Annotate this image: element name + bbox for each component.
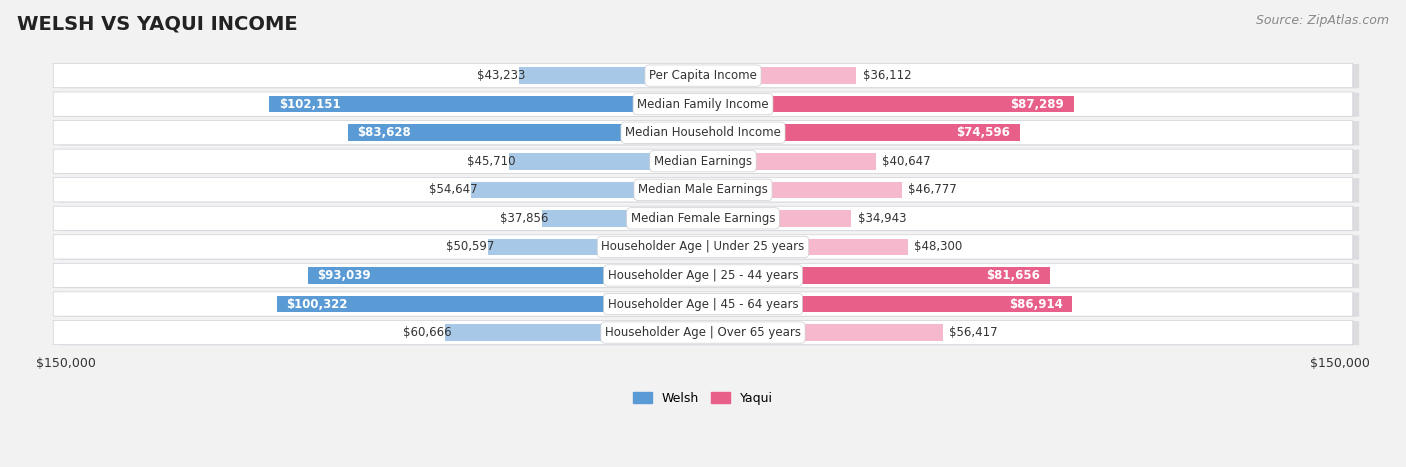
Text: Householder Age | 25 - 44 years: Householder Age | 25 - 44 years <box>607 269 799 282</box>
FancyBboxPatch shape <box>53 235 1353 259</box>
Text: $37,856: $37,856 <box>501 212 548 225</box>
Bar <box>277 296 703 312</box>
FancyBboxPatch shape <box>59 207 1360 231</box>
Text: $83,628: $83,628 <box>357 126 411 139</box>
Bar <box>308 267 703 284</box>
FancyBboxPatch shape <box>53 320 1353 345</box>
FancyBboxPatch shape <box>53 64 1353 88</box>
Text: Median Male Earnings: Median Male Earnings <box>638 184 768 196</box>
FancyBboxPatch shape <box>53 149 1353 173</box>
Text: $87,289: $87,289 <box>1011 98 1064 111</box>
Bar <box>703 124 1019 141</box>
Bar <box>509 153 703 170</box>
Legend: Welsh, Yaqui: Welsh, Yaqui <box>628 387 778 410</box>
Text: $46,777: $46,777 <box>908 184 956 196</box>
Bar <box>703 210 852 226</box>
Text: Median Household Income: Median Household Income <box>626 126 780 139</box>
FancyBboxPatch shape <box>53 177 1353 202</box>
Text: $45,710: $45,710 <box>467 155 515 168</box>
FancyBboxPatch shape <box>59 321 1360 345</box>
FancyBboxPatch shape <box>59 292 1360 317</box>
Text: Median Earnings: Median Earnings <box>654 155 752 168</box>
FancyBboxPatch shape <box>53 206 1353 231</box>
Text: $81,656: $81,656 <box>987 269 1040 282</box>
Text: Householder Age | Over 65 years: Householder Age | Over 65 years <box>605 326 801 339</box>
FancyBboxPatch shape <box>59 150 1360 174</box>
Bar <box>269 96 703 113</box>
FancyBboxPatch shape <box>59 121 1360 145</box>
FancyBboxPatch shape <box>59 264 1360 288</box>
Bar <box>703 96 1074 113</box>
Bar <box>347 124 703 141</box>
Text: Householder Age | 45 - 64 years: Householder Age | 45 - 64 years <box>607 297 799 311</box>
Bar <box>519 67 703 84</box>
Text: WELSH VS YAQUI INCOME: WELSH VS YAQUI INCOME <box>17 14 298 33</box>
FancyBboxPatch shape <box>53 120 1353 145</box>
Text: $48,300: $48,300 <box>914 241 963 254</box>
Bar <box>703 267 1050 284</box>
Text: $54,647: $54,647 <box>429 184 477 196</box>
Text: $100,322: $100,322 <box>287 297 349 311</box>
Bar <box>703 324 942 341</box>
Text: Median Female Earnings: Median Female Earnings <box>631 212 775 225</box>
Text: $50,597: $50,597 <box>446 241 495 254</box>
Bar <box>446 324 703 341</box>
FancyBboxPatch shape <box>53 263 1353 288</box>
FancyBboxPatch shape <box>59 235 1360 260</box>
Text: Source: ZipAtlas.com: Source: ZipAtlas.com <box>1256 14 1389 27</box>
Text: $102,151: $102,151 <box>278 98 340 111</box>
Text: $56,417: $56,417 <box>949 326 998 339</box>
FancyBboxPatch shape <box>53 92 1353 116</box>
Bar <box>471 182 703 198</box>
Text: Median Family Income: Median Family Income <box>637 98 769 111</box>
FancyBboxPatch shape <box>53 292 1353 316</box>
Bar <box>703 153 876 170</box>
Text: $86,914: $86,914 <box>1008 297 1063 311</box>
Text: Householder Age | Under 25 years: Householder Age | Under 25 years <box>602 241 804 254</box>
Bar <box>488 239 703 255</box>
Bar <box>703 67 856 84</box>
Text: $36,112: $36,112 <box>863 69 911 82</box>
Text: $60,666: $60,666 <box>404 326 451 339</box>
Text: Per Capita Income: Per Capita Income <box>650 69 756 82</box>
Bar <box>543 210 703 226</box>
Bar <box>703 296 1073 312</box>
FancyBboxPatch shape <box>59 92 1360 117</box>
Text: $34,943: $34,943 <box>858 212 907 225</box>
Text: $93,039: $93,039 <box>318 269 371 282</box>
Text: $40,647: $40,647 <box>882 155 931 168</box>
FancyBboxPatch shape <box>59 64 1360 88</box>
FancyBboxPatch shape <box>59 178 1360 203</box>
Bar <box>703 182 901 198</box>
Text: $74,596: $74,596 <box>956 126 1011 139</box>
Bar <box>703 239 908 255</box>
Text: $43,233: $43,233 <box>478 69 526 82</box>
